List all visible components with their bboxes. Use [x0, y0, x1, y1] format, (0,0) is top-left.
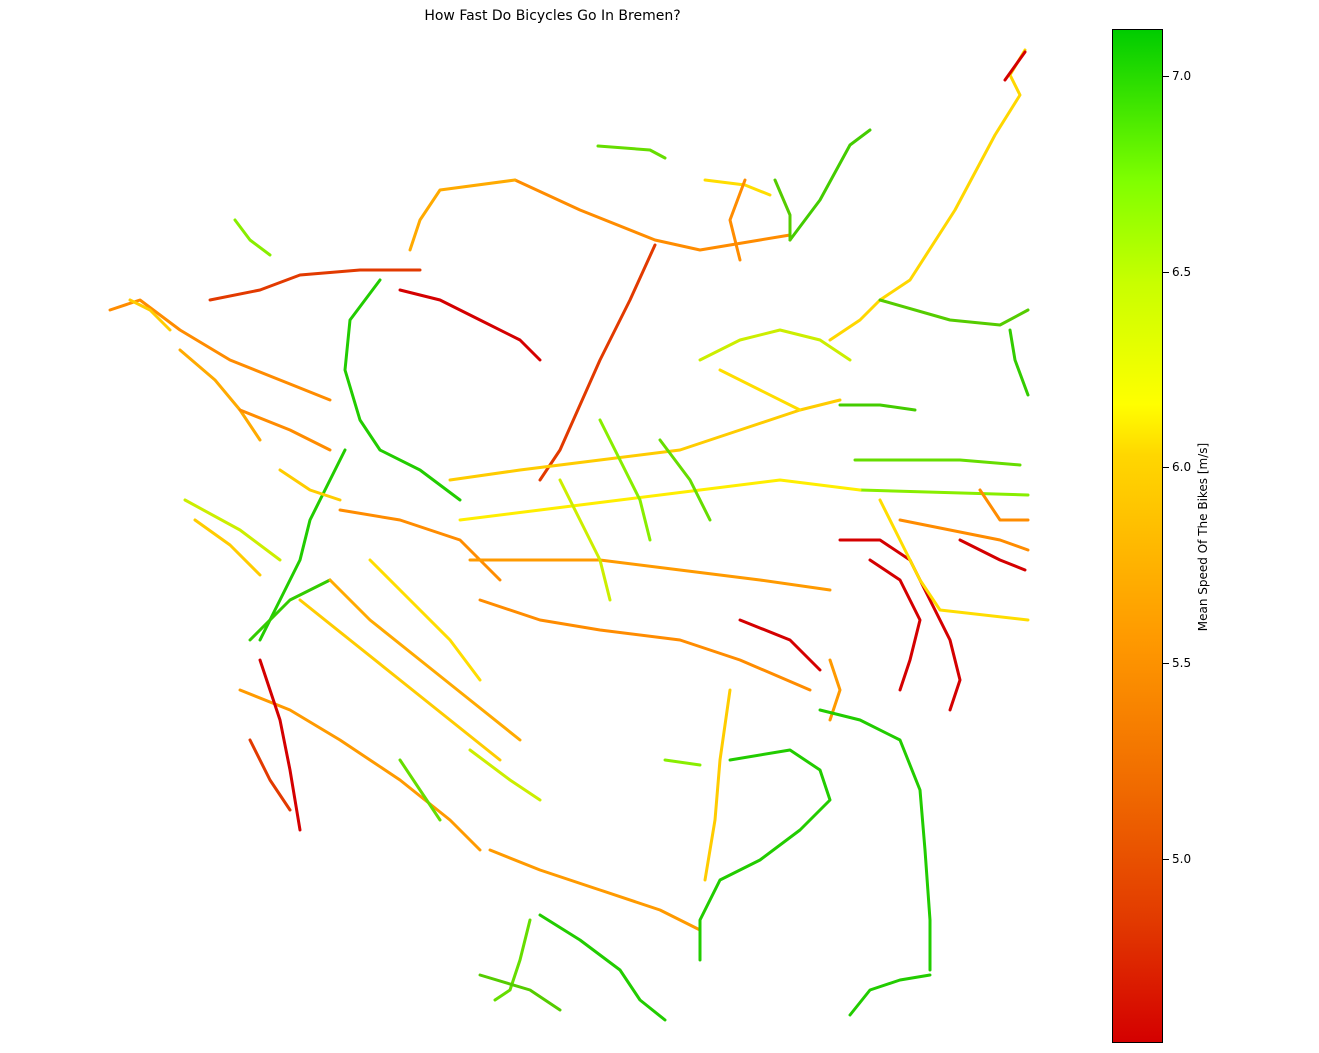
street-segment [448, 398, 842, 482]
street-segment [298, 598, 502, 762]
colorbar-tick [1163, 663, 1169, 665]
street-segment [818, 708, 932, 972]
colorbar-tick-label: 7.0 [1172, 68, 1192, 83]
street-segment [128, 298, 172, 332]
colorbar-tick-label: 6.0 [1172, 460, 1192, 475]
street-segment [898, 518, 1030, 552]
street-segment [728, 178, 747, 262]
street-segment [958, 538, 1027, 572]
street-segment [598, 418, 652, 542]
street-segment [248, 578, 332, 642]
street-segment [408, 178, 517, 252]
colorbar-tick [1163, 467, 1169, 469]
street-segment [478, 598, 812, 692]
street-segment [183, 498, 282, 562]
colorbar-tick-label: 5.0 [1172, 851, 1192, 866]
street-segment [398, 758, 442, 822]
street-network-map [108, 48, 1030, 1022]
street-segment [193, 518, 262, 577]
street-segment [278, 468, 342, 502]
street-segment [718, 368, 802, 412]
colorbar-tick [1163, 858, 1169, 860]
street-segment [238, 408, 332, 452]
street-segment [788, 128, 872, 242]
street-segment [658, 438, 712, 522]
street-segment [838, 403, 917, 412]
street-segment [853, 458, 1022, 467]
street-segment [838, 538, 962, 712]
street-segment [878, 498, 1030, 622]
street-segment [468, 558, 832, 592]
colorbar [1112, 29, 1163, 1043]
street-segment [848, 973, 932, 1017]
street-segment [703, 178, 772, 197]
street-segment [488, 848, 702, 932]
street-segment [1003, 50, 1027, 82]
street-segment [338, 508, 502, 582]
street-segment [538, 913, 667, 1022]
street-segment [703, 688, 732, 882]
street-segment [868, 558, 922, 692]
street-segment [538, 243, 657, 482]
street-segment [1008, 328, 1030, 397]
street-segment [828, 658, 842, 722]
street-segment [493, 918, 532, 1002]
street-segment [248, 738, 292, 812]
street-segment [698, 748, 832, 962]
street-segment [468, 748, 542, 802]
street-segment [878, 298, 1030, 327]
chart-title: How Fast Do Bicycles Go In Bremen? [424, 8, 681, 24]
street-segment [238, 688, 482, 852]
street-segment [258, 658, 302, 832]
colorbar-tick [1163, 271, 1169, 273]
street-segment [328, 578, 522, 742]
street-segment [828, 48, 1027, 342]
street-segment [558, 478, 612, 602]
street-segment [208, 268, 422, 302]
street-segment [458, 478, 862, 522]
street-segment [698, 328, 852, 362]
street-segment [258, 448, 347, 642]
street-segment [738, 618, 822, 672]
street-segment [398, 288, 542, 362]
colorbar-tick [1163, 75, 1169, 77]
colorbar-label: Mean Speed Of The Bikes [m/s] [1196, 442, 1210, 632]
street-segment [513, 178, 792, 252]
street-segment [978, 488, 1030, 522]
street-segment [343, 278, 462, 502]
street-segment [233, 218, 272, 257]
colorbar-tick-label: 5.5 [1172, 656, 1192, 671]
street-segment [596, 144, 667, 160]
street-segment [858, 488, 1030, 497]
street-segment [478, 973, 562, 1012]
street-segment [663, 758, 702, 767]
street-segment [178, 348, 262, 442]
street-segment [368, 558, 482, 682]
colorbar-tick-label: 6.5 [1172, 264, 1192, 279]
street-segment [773, 178, 792, 242]
